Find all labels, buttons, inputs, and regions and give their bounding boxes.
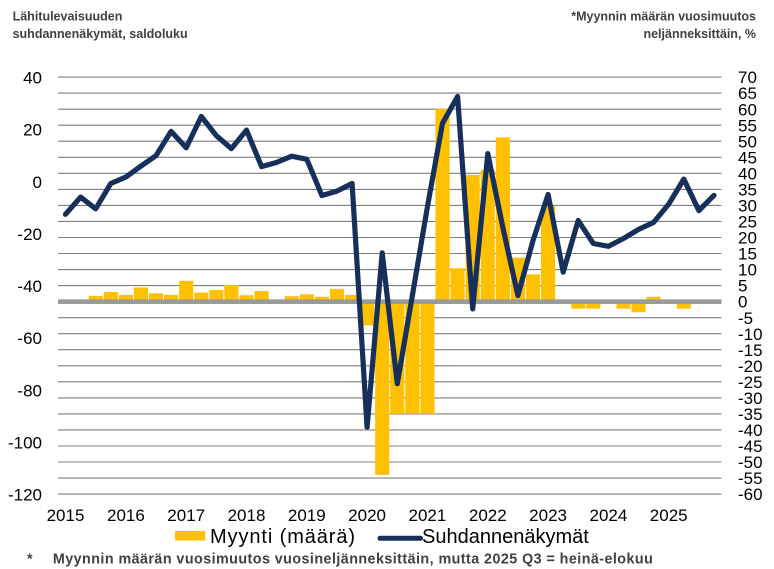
- svg-text:2019: 2019: [288, 506, 326, 525]
- svg-text:Myynnin määrän vuosimuutos vuo: Myynnin määrän vuosimuutos vuosineljänne…: [53, 552, 653, 568]
- svg-text:25: 25: [738, 213, 757, 232]
- svg-text:2023: 2023: [529, 506, 567, 525]
- svg-text:40: 40: [23, 69, 42, 88]
- svg-text:0: 0: [738, 293, 747, 312]
- svg-text:20: 20: [23, 121, 42, 140]
- svg-text:-20: -20: [738, 357, 763, 376]
- svg-text:-10: -10: [738, 325, 763, 344]
- svg-text:-25: -25: [738, 373, 763, 392]
- svg-text:15: 15: [738, 245, 757, 264]
- svg-text:Lähitulevaisuuden: Lähitulevaisuuden: [13, 9, 123, 23]
- svg-text:2017: 2017: [167, 506, 205, 525]
- svg-text:-50: -50: [738, 453, 763, 472]
- svg-text:-30: -30: [738, 389, 763, 408]
- svg-text:2025: 2025: [650, 506, 688, 525]
- svg-text:55: 55: [738, 116, 757, 135]
- svg-text:5: 5: [738, 277, 747, 296]
- svg-text:-40: -40: [17, 277, 42, 296]
- svg-text:20: 20: [738, 229, 757, 248]
- svg-text:60: 60: [738, 100, 757, 119]
- svg-text:2015: 2015: [47, 506, 85, 525]
- svg-text:65: 65: [738, 84, 757, 103]
- svg-text:-15: -15: [738, 341, 763, 360]
- svg-text:-60: -60: [17, 329, 42, 348]
- svg-text:2020: 2020: [348, 506, 386, 525]
- svg-text:-60: -60: [738, 485, 763, 504]
- svg-text:-40: -40: [738, 421, 763, 440]
- svg-text:*Myynnin määrän vuosimuutos: *Myynnin määrän vuosimuutos: [571, 9, 756, 23]
- svg-text:30: 30: [738, 197, 757, 216]
- svg-text:-80: -80: [17, 381, 42, 400]
- svg-text:2024: 2024: [589, 506, 627, 525]
- svg-text:*: *: [27, 552, 33, 568]
- svg-text:-5: -5: [738, 309, 753, 328]
- svg-text:35: 35: [738, 181, 757, 200]
- svg-text:2018: 2018: [228, 506, 266, 525]
- svg-text:2022: 2022: [469, 506, 507, 525]
- svg-text:suhdannenäkymät, saldoluku: suhdannenäkymät, saldoluku: [13, 27, 188, 41]
- svg-text:Suhdannenäkymät: Suhdannenäkymät: [422, 526, 589, 548]
- svg-text:-35: -35: [738, 405, 763, 424]
- svg-text:70: 70: [738, 68, 757, 87]
- svg-text:0: 0: [33, 173, 42, 192]
- svg-text:-120: -120: [8, 486, 42, 505]
- svg-text:45: 45: [738, 148, 757, 167]
- svg-text:40: 40: [738, 164, 757, 183]
- svg-text:2016: 2016: [107, 506, 145, 525]
- svg-text:50: 50: [738, 132, 757, 151]
- svg-text:neljänneksittäin, %: neljänneksittäin, %: [643, 27, 756, 41]
- svg-text:10: 10: [738, 261, 757, 280]
- svg-text:-45: -45: [738, 437, 763, 456]
- svg-text:Myynti (määrä): Myynti (määrä): [210, 526, 356, 548]
- svg-text:-100: -100: [8, 433, 42, 452]
- svg-text:-55: -55: [738, 469, 763, 488]
- svg-text:-20: -20: [17, 225, 42, 244]
- svg-text:2021: 2021: [408, 506, 446, 525]
